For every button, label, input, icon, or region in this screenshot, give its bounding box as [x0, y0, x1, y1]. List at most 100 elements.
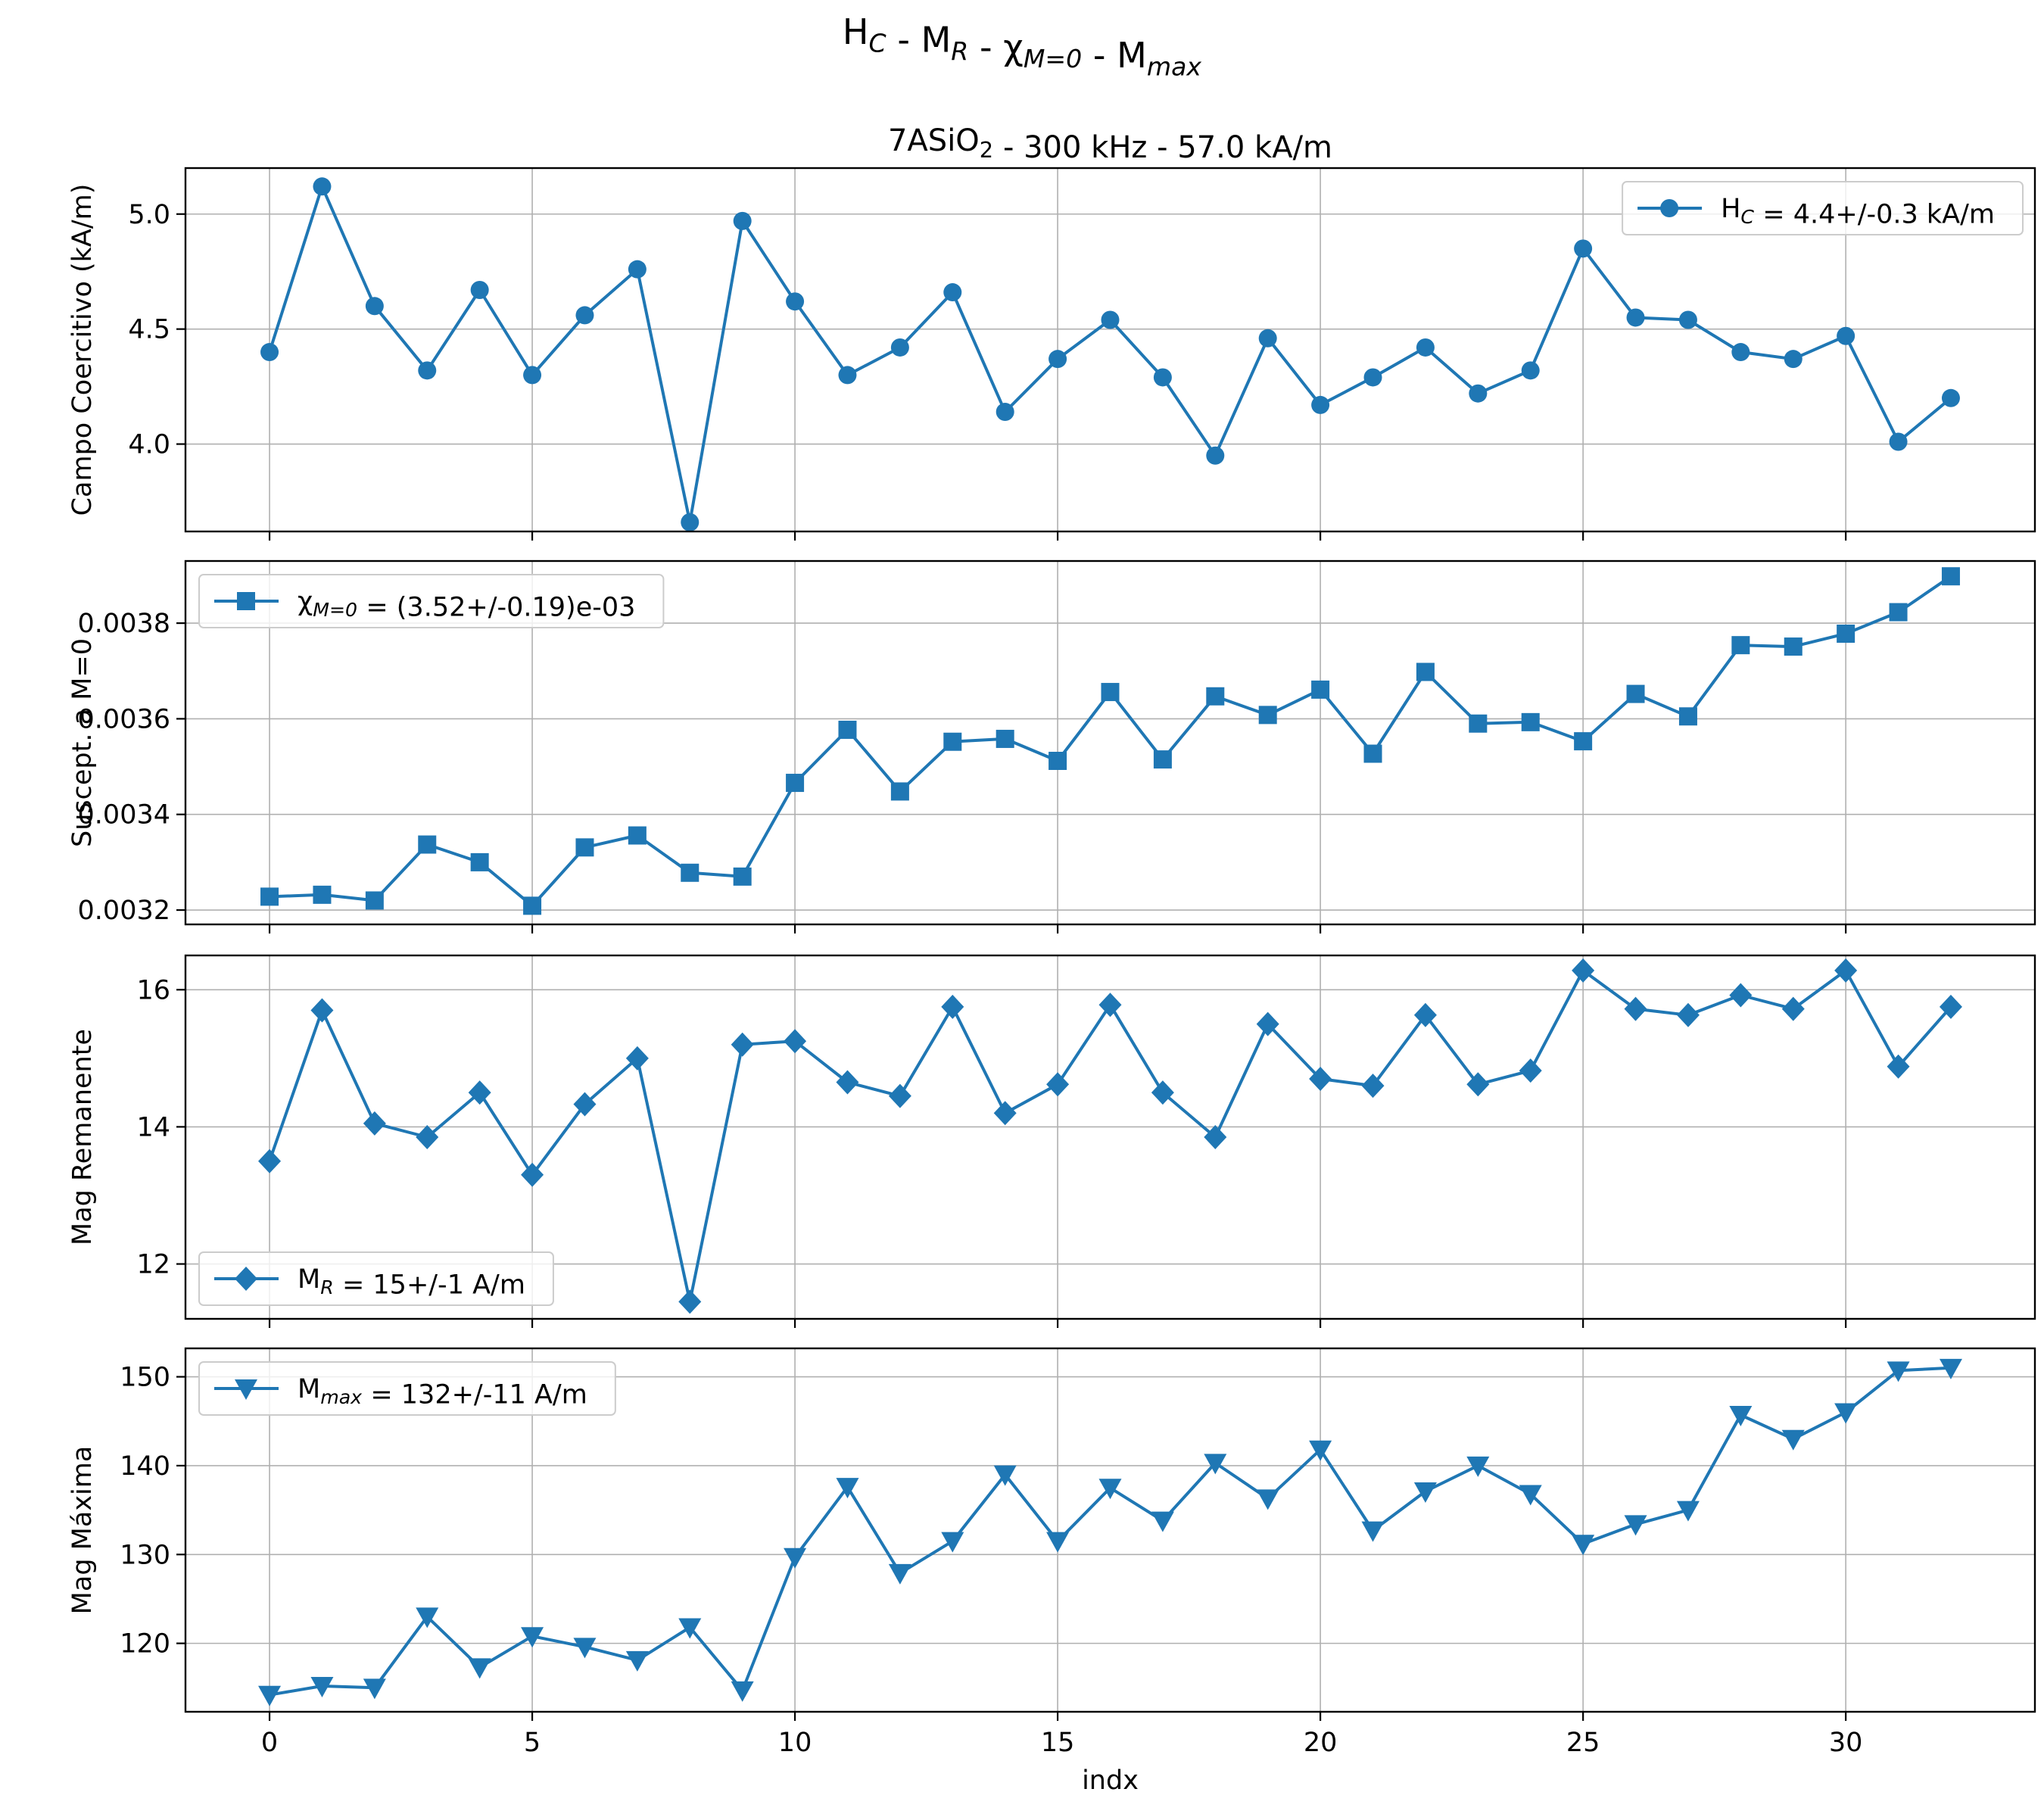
- data-point: [1837, 625, 1855, 643]
- y-tick-label: 0.0038: [78, 609, 170, 639]
- data-point: [1101, 310, 1120, 329]
- data-point: [1101, 683, 1120, 702]
- y-axis-label: Mag Máxima: [67, 1446, 98, 1615]
- data-point: [678, 1289, 702, 1314]
- data-point: [1574, 732, 1593, 751]
- legend-label: HC = 4.4+/-0.3 kA/m: [1721, 194, 1995, 230]
- data-point: [418, 835, 437, 854]
- data-point: [1309, 1067, 1332, 1092]
- y-tick-label: 140: [120, 1451, 170, 1482]
- data-point: [1889, 603, 1908, 622]
- data-point: [888, 1563, 911, 1585]
- data-point: [1256, 1011, 1279, 1036]
- series: [258, 958, 1962, 1314]
- data-point: [1311, 680, 1330, 699]
- data-point: [943, 283, 962, 302]
- data-point: [1941, 567, 1960, 586]
- legend-label: Mmax = 132+/-11 A/m: [298, 1374, 587, 1410]
- y-axis: 12 14 16: [136, 975, 185, 1280]
- data-point: [681, 513, 700, 531]
- legend-label: MR = 15+/-1 A/m: [298, 1264, 525, 1301]
- data-point: [888, 1083, 911, 1108]
- data-point: [836, 1070, 859, 1095]
- y-axis: 4.0 4.5 5.0: [128, 200, 185, 460]
- data-point: [1046, 1072, 1070, 1097]
- data-point: [363, 1678, 386, 1700]
- subplot-title: 7ASiO2 - 300 kHz - 57.0 kA/m: [888, 123, 1332, 165]
- data-point: [1048, 752, 1067, 770]
- data-point: [996, 729, 1014, 748]
- data-point: [1361, 1521, 1385, 1542]
- y-tick-label: 150: [120, 1363, 170, 1393]
- data-point: [1048, 350, 1067, 369]
- y-tick-label: 130: [120, 1540, 170, 1570]
- data-point: [628, 260, 647, 279]
- y-axis: 120 130 140 150: [120, 1363, 185, 1660]
- data-point: [1678, 707, 1697, 726]
- data-point: [1834, 958, 1858, 983]
- data-point: [786, 292, 805, 311]
- data-point: [1098, 1479, 1122, 1500]
- data-point: [733, 867, 752, 886]
- data-point: [1466, 1072, 1490, 1097]
- y-tick-label: 4.5: [128, 315, 170, 345]
- data-point: [313, 885, 332, 904]
- data-point: [1574, 239, 1593, 258]
- y-axis-label: Suscept. a M=0: [67, 638, 98, 847]
- data-point: [1046, 1532, 1070, 1553]
- legend-marker: [1660, 199, 1679, 217]
- data-point: [1413, 1002, 1437, 1027]
- data-point: [625, 1650, 649, 1672]
- data-point: [1887, 1361, 1910, 1382]
- data-point: [258, 1148, 282, 1173]
- data-point: [260, 887, 279, 906]
- data-point: [1363, 368, 1382, 387]
- data-point: [1153, 750, 1172, 769]
- data-point: [1889, 432, 1908, 451]
- data-point: [784, 1547, 807, 1569]
- data-point: [418, 361, 437, 380]
- y-tick-label: 0.0032: [78, 896, 170, 926]
- data-point: [1626, 684, 1645, 703]
- x-tick-label: 25: [1566, 1728, 1600, 1758]
- data-point: [1624, 996, 1647, 1021]
- data-point: [1624, 1515, 1647, 1536]
- y-tick-label: 0.0034: [78, 800, 170, 831]
- data-point: [1941, 388, 1960, 407]
- data-point: [731, 1681, 754, 1702]
- data-point: [1098, 993, 1122, 1018]
- data-point: [1204, 1454, 1227, 1475]
- grid: [185, 1348, 2035, 1712]
- data-point: [1572, 958, 1595, 983]
- data-point: [470, 281, 489, 300]
- data-point: [1939, 1358, 1962, 1379]
- data-point: [1204, 1125, 1227, 1149]
- y-axis-label: Campo Coercitivo (kA/m): [67, 184, 98, 516]
- data-point: [365, 297, 384, 316]
- data-point: [1781, 996, 1805, 1021]
- data-point: [1887, 1054, 1910, 1079]
- data-point: [1361, 1074, 1385, 1099]
- data-point: [1469, 384, 1488, 403]
- data-point: [943, 732, 962, 751]
- data-point: [784, 1029, 807, 1054]
- data-point: [993, 1101, 1017, 1126]
- data-point: [678, 1618, 702, 1639]
- data-point: [523, 366, 542, 385]
- x-tick-label: 30: [1829, 1728, 1863, 1758]
- data-point: [1731, 636, 1750, 655]
- plot-frame: [184, 1347, 2036, 1713]
- data-point: [1256, 1489, 1279, 1510]
- x-tick-label: 10: [778, 1728, 812, 1758]
- legend-box: [198, 1251, 554, 1306]
- data-point: [1206, 687, 1225, 706]
- x-axis-label: indx: [1082, 1766, 1139, 1796]
- data-point: [1466, 1456, 1490, 1477]
- data-point: [625, 1046, 649, 1071]
- data-point: [1416, 338, 1435, 357]
- data-point: [1206, 446, 1225, 465]
- data-point: [1258, 329, 1277, 348]
- data-point: [416, 1125, 439, 1149]
- data-point: [1521, 712, 1540, 731]
